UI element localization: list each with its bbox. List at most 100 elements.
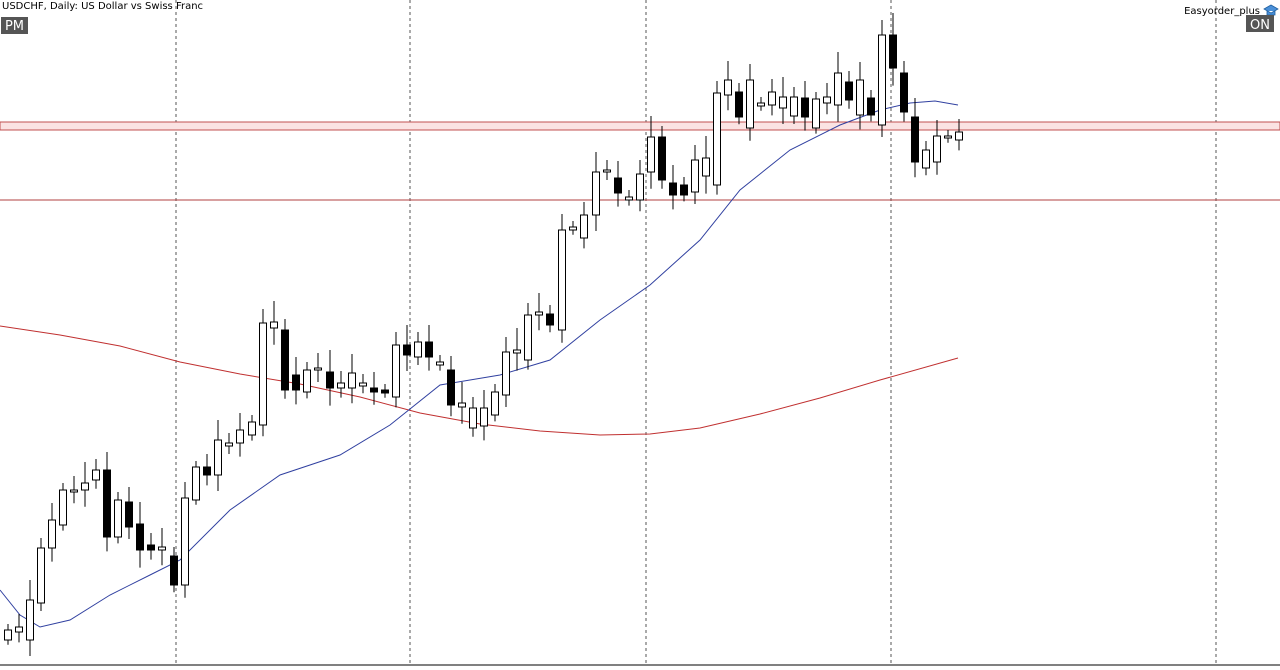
candle-body (414, 341, 422, 358)
status-badge[interactable]: ON (1250, 18, 1270, 33)
candle-body (248, 421, 256, 436)
candle-body (546, 313, 554, 326)
candle-body (225, 442, 233, 447)
candle-body (170, 555, 178, 586)
candle-body (911, 116, 919, 163)
candle-body (37, 547, 45, 604)
candle-body (823, 96, 831, 104)
resistance-zone (0, 121, 1280, 131)
candle-body (502, 351, 510, 396)
candle-body (735, 91, 743, 118)
candle-body (259, 322, 267, 426)
candle-body (491, 391, 499, 416)
candle-body (834, 72, 842, 106)
candle-body (680, 184, 688, 196)
candle-body (447, 369, 455, 406)
candle-body (569, 226, 577, 231)
candle-body (691, 159, 699, 193)
candle-body (270, 321, 278, 329)
grid (175, 0, 1217, 665)
candles (4, 13, 963, 656)
candle-body (724, 79, 732, 96)
candle-body (114, 499, 122, 538)
candle-body (348, 372, 356, 389)
candle-body (370, 387, 378, 393)
candle-body (214, 439, 222, 476)
plugin-icon[interactable] (1263, 4, 1279, 16)
candle-body (922, 149, 930, 169)
candle-body (15, 626, 23, 633)
candle-body (867, 97, 875, 116)
candle-body (192, 466, 200, 501)
candle-body (359, 382, 367, 387)
candle-body (70, 489, 78, 493)
candle-body (425, 341, 433, 358)
plugin-label[interactable]: Easyorder_plus (1184, 6, 1260, 17)
candle-body (580, 214, 588, 239)
candle-body (944, 135, 952, 139)
candle-body (658, 136, 666, 181)
candle-body (147, 544, 155, 551)
candle-body (26, 599, 34, 641)
candle-body (403, 344, 411, 356)
candle-body (702, 157, 710, 177)
candle-body (469, 407, 477, 429)
candle-body (337, 382, 345, 389)
mode-badge: PM (5, 19, 24, 34)
candle-body (4, 629, 12, 641)
candle-body (326, 371, 334, 389)
candle-body (845, 81, 853, 101)
candle-body (636, 173, 644, 201)
candle-body (790, 96, 798, 117)
candle-body (592, 171, 600, 216)
candle-body (856, 79, 864, 116)
status-badge-bg[interactable] (1246, 15, 1274, 32)
candle-body (381, 389, 389, 394)
candle-body (779, 96, 787, 109)
candle-body (878, 34, 886, 126)
candle-body (513, 349, 521, 354)
candle-body (281, 329, 289, 391)
candle-body (236, 429, 244, 444)
candle-body (801, 97, 809, 118)
fast-ma (0, 100, 959, 628)
candle-body (603, 169, 611, 173)
candle-body (59, 489, 67, 526)
candle-body (625, 196, 633, 201)
slow-ma (0, 325, 959, 436)
candle-body (125, 501, 133, 528)
candle-body (303, 369, 311, 393)
candle-body (812, 98, 820, 129)
candle-body (458, 402, 466, 408)
candle-body (103, 469, 111, 538)
candle-body (757, 102, 765, 107)
candle-body (203, 466, 211, 476)
mode-badge-bg (1, 17, 28, 34)
candle-body (933, 135, 941, 163)
candle-body (392, 344, 400, 398)
candle-body (558, 229, 566, 331)
candle-body (292, 374, 300, 391)
candle-body (436, 361, 444, 366)
candle-body (314, 367, 322, 371)
candle-body (92, 469, 100, 481)
candle-body (900, 72, 908, 113)
candle-body (889, 34, 897, 69)
candle-body (524, 314, 532, 361)
candle-body (746, 79, 754, 129)
candle-body (669, 182, 677, 196)
candle-body (614, 177, 622, 194)
candle-body (136, 523, 144, 551)
candle-body (48, 519, 56, 549)
candle-body (955, 131, 963, 141)
candle-body (480, 407, 488, 427)
candle-body (158, 546, 166, 551)
candle-body (768, 91, 776, 106)
candle-body (713, 92, 721, 186)
candle-body (181, 497, 189, 586)
candle-body (535, 311, 543, 316)
candle-body (81, 482, 89, 491)
symbol-label: USDCHF, Daily: US Dollar vs Swiss Franc (2, 1, 203, 12)
